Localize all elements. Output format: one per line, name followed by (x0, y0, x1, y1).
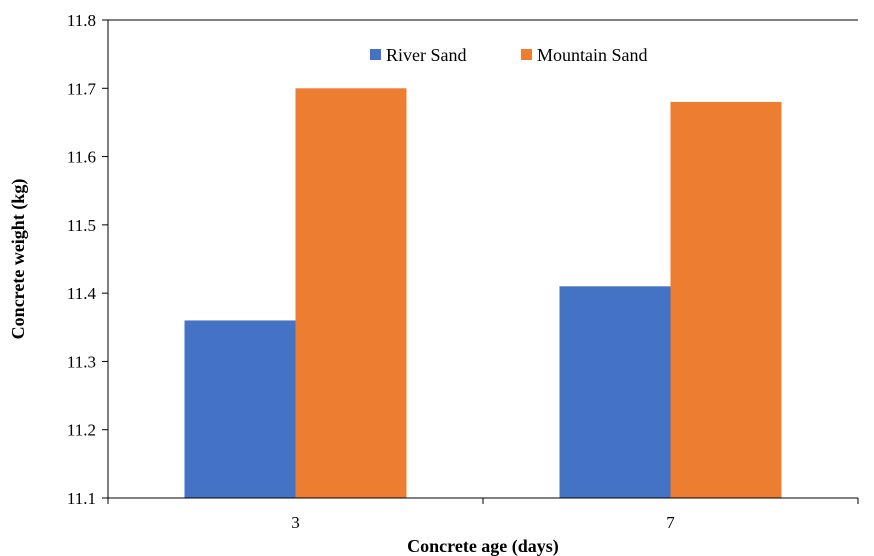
x-axis-title: Concrete age (days) (407, 536, 559, 556)
legend-label-mountain-sand: Mountain Sand (537, 45, 648, 65)
legend-swatch-river-sand (370, 49, 381, 60)
y-axis-title: Concrete weight (kg) (8, 179, 29, 340)
bar-mountain-sand-7 (670, 101, 782, 498)
y-tick-label: 11.5 (67, 216, 96, 235)
bar-mountain-sand-3 (295, 88, 407, 499)
x-tick-label: 7 (666, 513, 675, 532)
y-tick-label: 11.8 (67, 11, 96, 30)
y-ticks: 11.1 11.2 11.3 11.4 11.5 11.6 11.7 11.8 (67, 11, 108, 508)
bar-river-sand-3 (184, 320, 296, 498)
y-tick-label: 11.2 (67, 421, 96, 440)
y-tick-label: 11.3 (67, 352, 96, 371)
legend-swatch-mountain-sand (521, 49, 532, 60)
y-tick-label: 11.4 (67, 284, 97, 303)
y-tick-label: 11.7 (67, 79, 97, 98)
bars-layer (184, 88, 782, 499)
legend: River Sand Mountain Sand (370, 45, 648, 65)
y-tick-label: 11.6 (67, 148, 96, 167)
bar-river-sand-7 (559, 286, 671, 498)
x-tick-label: 3 (291, 513, 300, 532)
legend-label-river-sand: River Sand (386, 45, 467, 65)
y-tick-label: 11.1 (67, 489, 96, 508)
